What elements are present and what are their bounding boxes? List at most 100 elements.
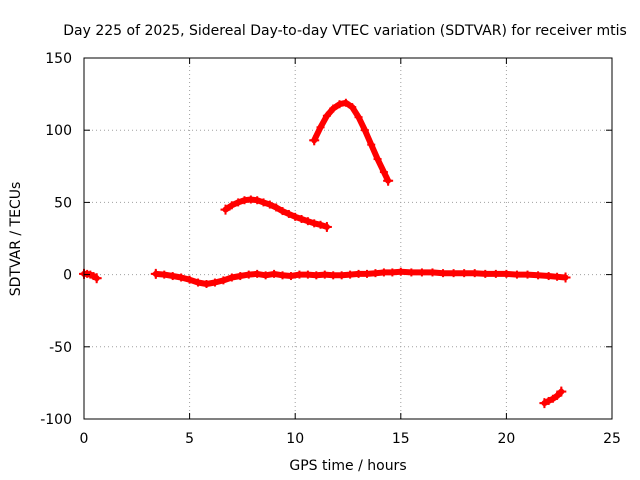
data-point <box>481 269 490 278</box>
data-point <box>534 271 543 280</box>
series-line <box>311 99 392 184</box>
x-tick-label: 0 <box>80 431 89 447</box>
data-point <box>303 270 312 279</box>
data-point <box>177 273 186 282</box>
arc-end-point <box>539 398 550 409</box>
data-point <box>227 273 236 282</box>
chart-title: Day 225 of 2025, Sidereal Day-to-day VTE… <box>63 23 627 39</box>
y-tick-label: -50 <box>49 340 72 356</box>
data-point <box>470 269 479 278</box>
data-point <box>388 268 397 277</box>
x-tick-label: 25 <box>603 431 621 447</box>
x-tick-labels: 0 5 10 15 20 25 <box>80 431 621 447</box>
arc-end-point <box>91 273 102 284</box>
data-point <box>367 140 376 149</box>
data-point <box>202 279 211 288</box>
data-point <box>502 269 511 278</box>
data-point <box>316 123 325 132</box>
x-axis-label: GPS time / hours <box>289 458 406 474</box>
y-tick-label: 50 <box>54 195 72 211</box>
series-line <box>152 268 569 287</box>
data-point <box>379 268 388 277</box>
data-point <box>253 196 262 205</box>
data-point <box>337 271 346 280</box>
data-point <box>548 394 557 403</box>
arc-end-point <box>560 272 571 283</box>
series-arc-2 <box>150 267 571 288</box>
data-point <box>428 268 437 277</box>
data-point <box>360 126 369 135</box>
data-point <box>335 100 344 109</box>
data-point <box>346 270 355 279</box>
data-point <box>363 269 372 278</box>
axis-ticks <box>83 57 613 420</box>
data-point <box>460 269 469 278</box>
arc-end-point <box>383 175 394 186</box>
data-point <box>329 271 338 280</box>
y-tick-label: 0 <box>63 268 72 284</box>
data-point <box>194 278 203 287</box>
data-point <box>185 275 194 284</box>
y-tick-label: 100 <box>45 123 72 139</box>
data-point <box>272 203 281 212</box>
data-point <box>261 271 270 280</box>
arc-end-point <box>556 386 567 397</box>
data-point <box>168 272 177 281</box>
series-arc-3 <box>220 195 332 232</box>
data-point <box>544 272 553 281</box>
data-point <box>553 272 562 281</box>
data-point <box>297 215 306 224</box>
data-point <box>553 391 562 400</box>
data-point <box>312 271 321 280</box>
data-point <box>278 207 287 216</box>
y-tick-label: -100 <box>40 412 72 428</box>
arc-end-point <box>309 135 320 146</box>
data-point <box>286 272 295 281</box>
y-tick-labels: -100 -50 0 50 100 150 <box>40 51 72 428</box>
data-point <box>160 270 169 279</box>
data-point <box>295 270 304 279</box>
data-point <box>449 269 458 278</box>
y-axis-label: SDTVAR / TECUs <box>8 182 24 297</box>
data-point <box>316 220 325 229</box>
data-point <box>253 269 262 278</box>
data-point <box>303 217 312 226</box>
data-point <box>270 269 279 278</box>
data-point <box>396 267 405 276</box>
arc-end-point <box>321 221 332 232</box>
data-point <box>407 268 416 277</box>
data-point <box>278 271 287 280</box>
data-point <box>291 212 300 221</box>
data-point <box>265 200 274 209</box>
x-tick-label: 5 <box>185 431 194 447</box>
data-point <box>417 268 426 277</box>
data-point <box>354 269 363 278</box>
data-point <box>523 270 532 279</box>
data-point <box>348 103 357 112</box>
x-tick-label: 10 <box>286 431 304 447</box>
data-series <box>79 98 571 409</box>
data-point <box>244 270 253 279</box>
data-point <box>219 276 228 285</box>
data-point <box>491 269 500 278</box>
data-point <box>371 269 380 278</box>
data-point <box>227 201 236 210</box>
data-point <box>234 198 243 207</box>
series-arc-4 <box>309 98 394 186</box>
data-point <box>373 155 382 164</box>
x-tick-label: 15 <box>392 431 410 447</box>
series-arc-5 <box>539 386 567 409</box>
data-point <box>439 269 448 278</box>
data-point <box>236 272 245 281</box>
data-point <box>341 98 350 107</box>
data-point <box>512 270 521 279</box>
data-point <box>210 278 219 287</box>
data-point <box>329 104 338 113</box>
data-point <box>310 219 319 228</box>
arc-end-point <box>150 268 161 279</box>
y-tick-label: 150 <box>45 51 72 67</box>
data-point <box>320 270 329 279</box>
data-point <box>322 111 331 120</box>
grid-lines <box>84 58 612 419</box>
